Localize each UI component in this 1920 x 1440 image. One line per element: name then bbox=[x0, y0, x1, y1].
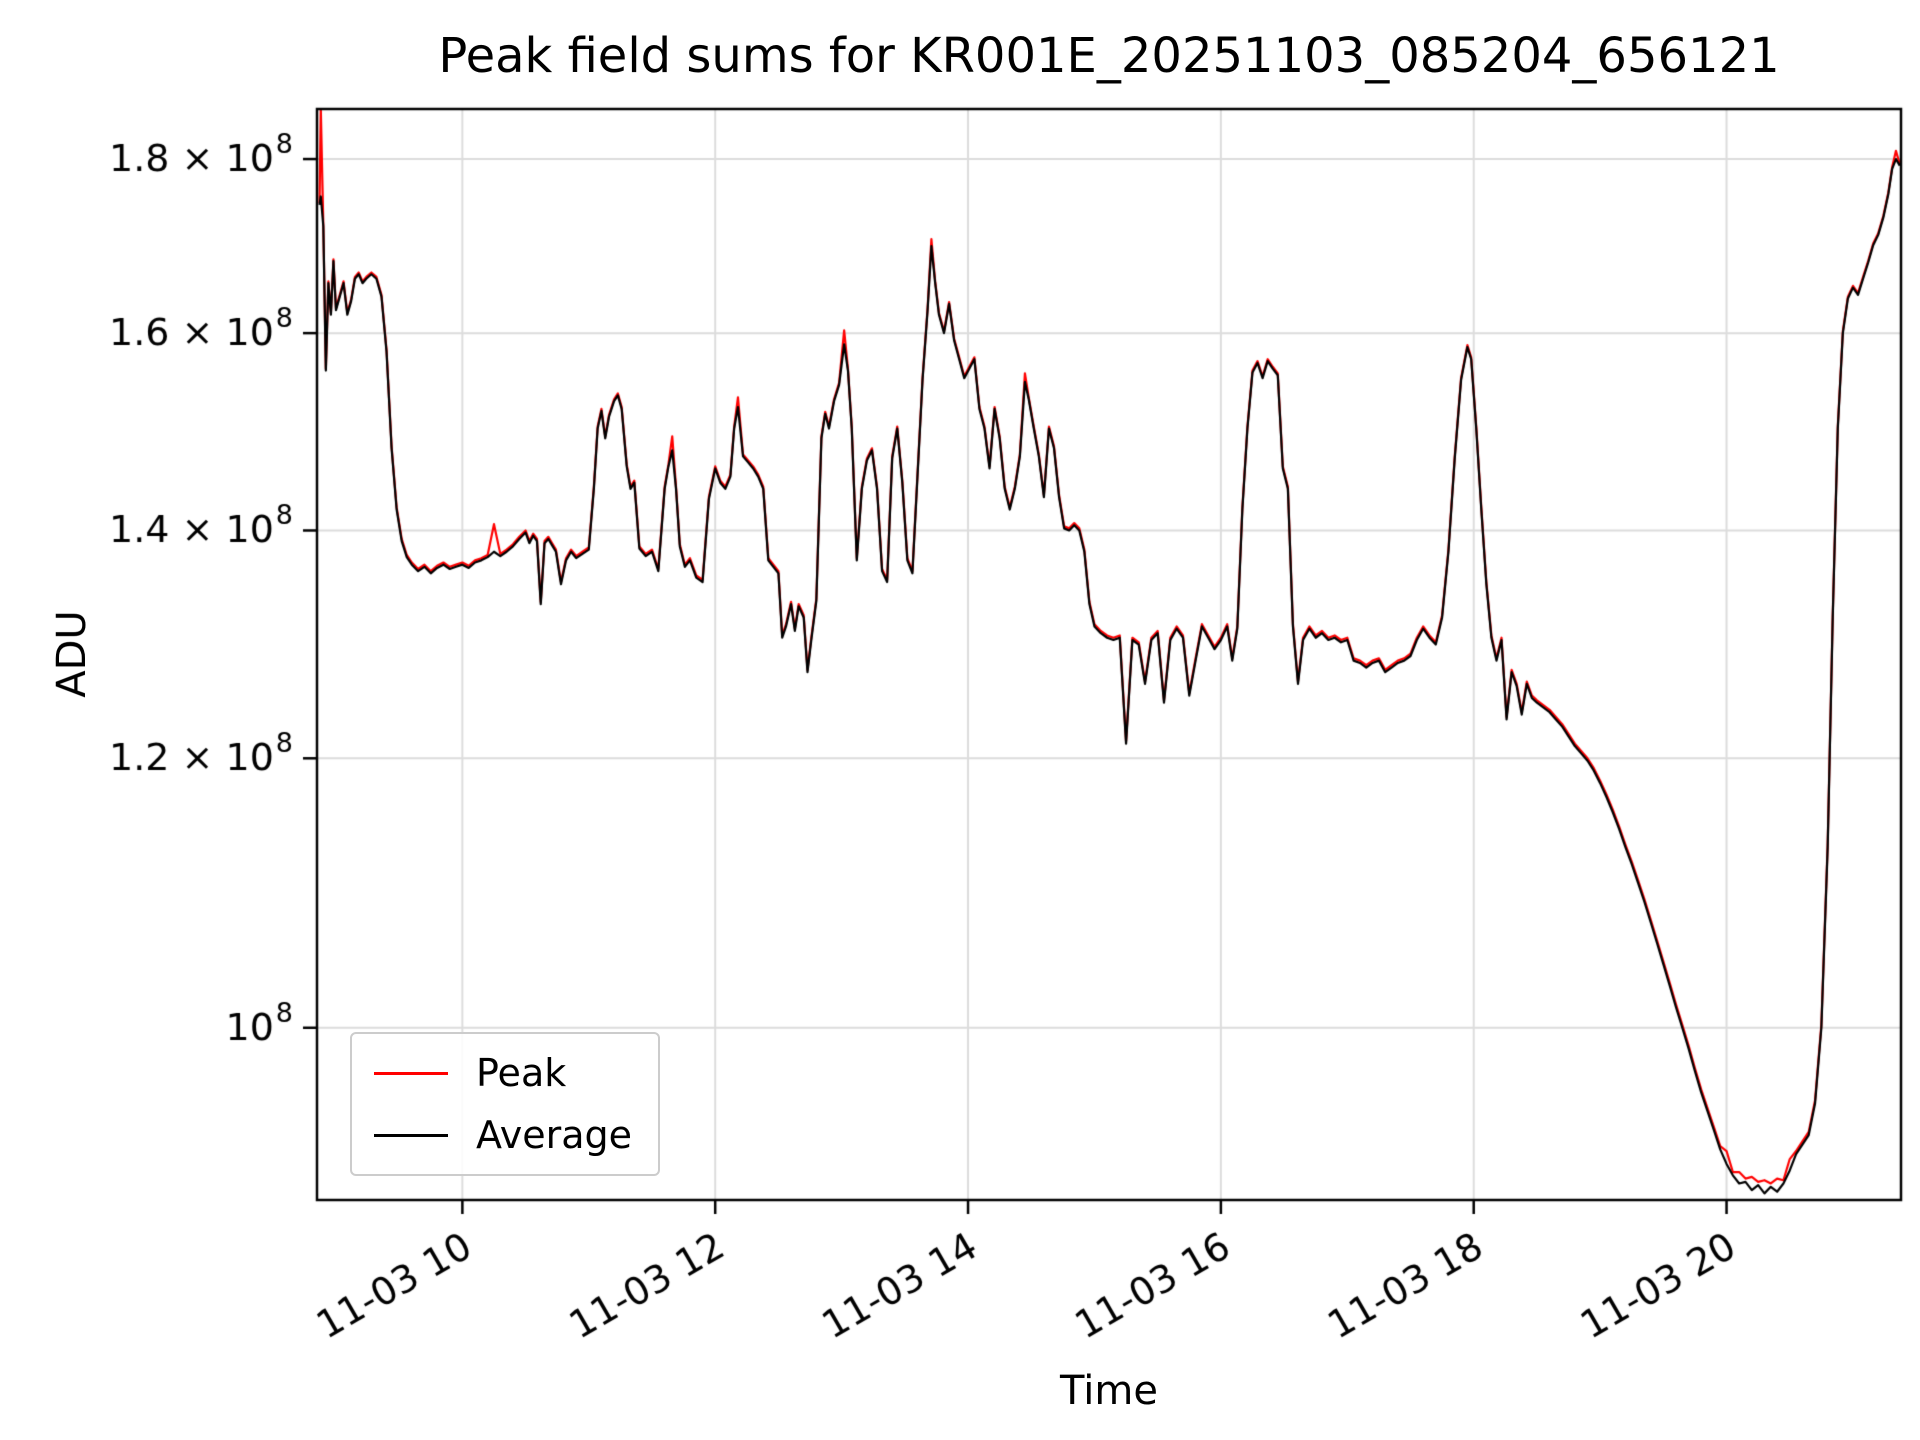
average-line-swatch bbox=[374, 1133, 448, 1137]
legend-label-average: Average bbox=[476, 1113, 633, 1157]
legend: Peak Average bbox=[350, 1032, 661, 1176]
legend-entry-peak: Peak bbox=[374, 1046, 632, 1100]
legend-entry-average: Average bbox=[374, 1108, 632, 1162]
chart-title: Peak field sums for KR001E_20251103_0852… bbox=[438, 28, 1780, 84]
legend-label-peak: Peak bbox=[476, 1051, 567, 1095]
x-axis-label: Time bbox=[1060, 1368, 1158, 1414]
peak-line-swatch bbox=[374, 1071, 448, 1075]
y-axis-label: ADU bbox=[49, 610, 95, 698]
